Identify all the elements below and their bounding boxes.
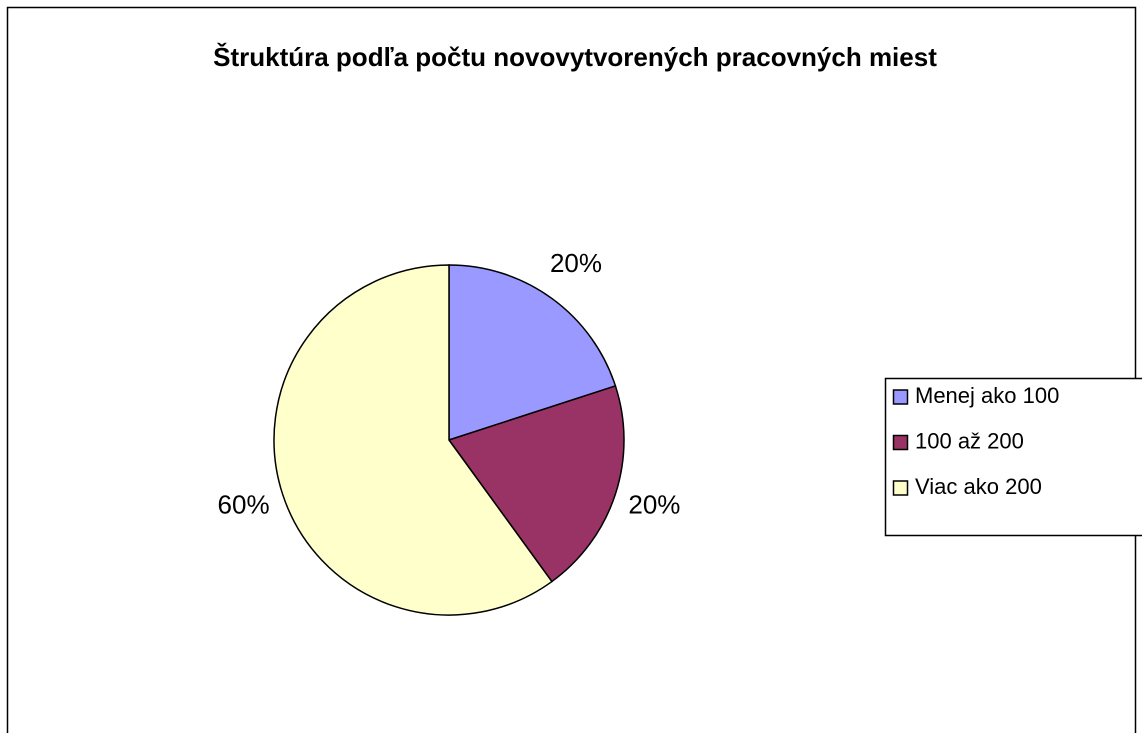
pie-slice bbox=[273, 264, 553, 616]
legend-label: Viac ako 200 bbox=[915, 474, 1042, 499]
data-label: 60% bbox=[218, 490, 270, 520]
data-label: 20% bbox=[628, 490, 680, 520]
pie-slice bbox=[447, 384, 625, 583]
legend-box bbox=[884, 377, 1142, 537]
legend-marker bbox=[892, 434, 909, 451]
data-label: 20% bbox=[550, 248, 602, 278]
legend-marker bbox=[892, 389, 909, 405]
pie-slice bbox=[448, 264, 617, 442]
chart-title: Štruktúra podľa počtu novovytvorených pr… bbox=[213, 42, 937, 72]
legend-label: Menej ako 100 bbox=[915, 383, 1059, 408]
legend-marker bbox=[892, 480, 909, 496]
legend-label: 100 až 200 bbox=[915, 428, 1024, 453]
